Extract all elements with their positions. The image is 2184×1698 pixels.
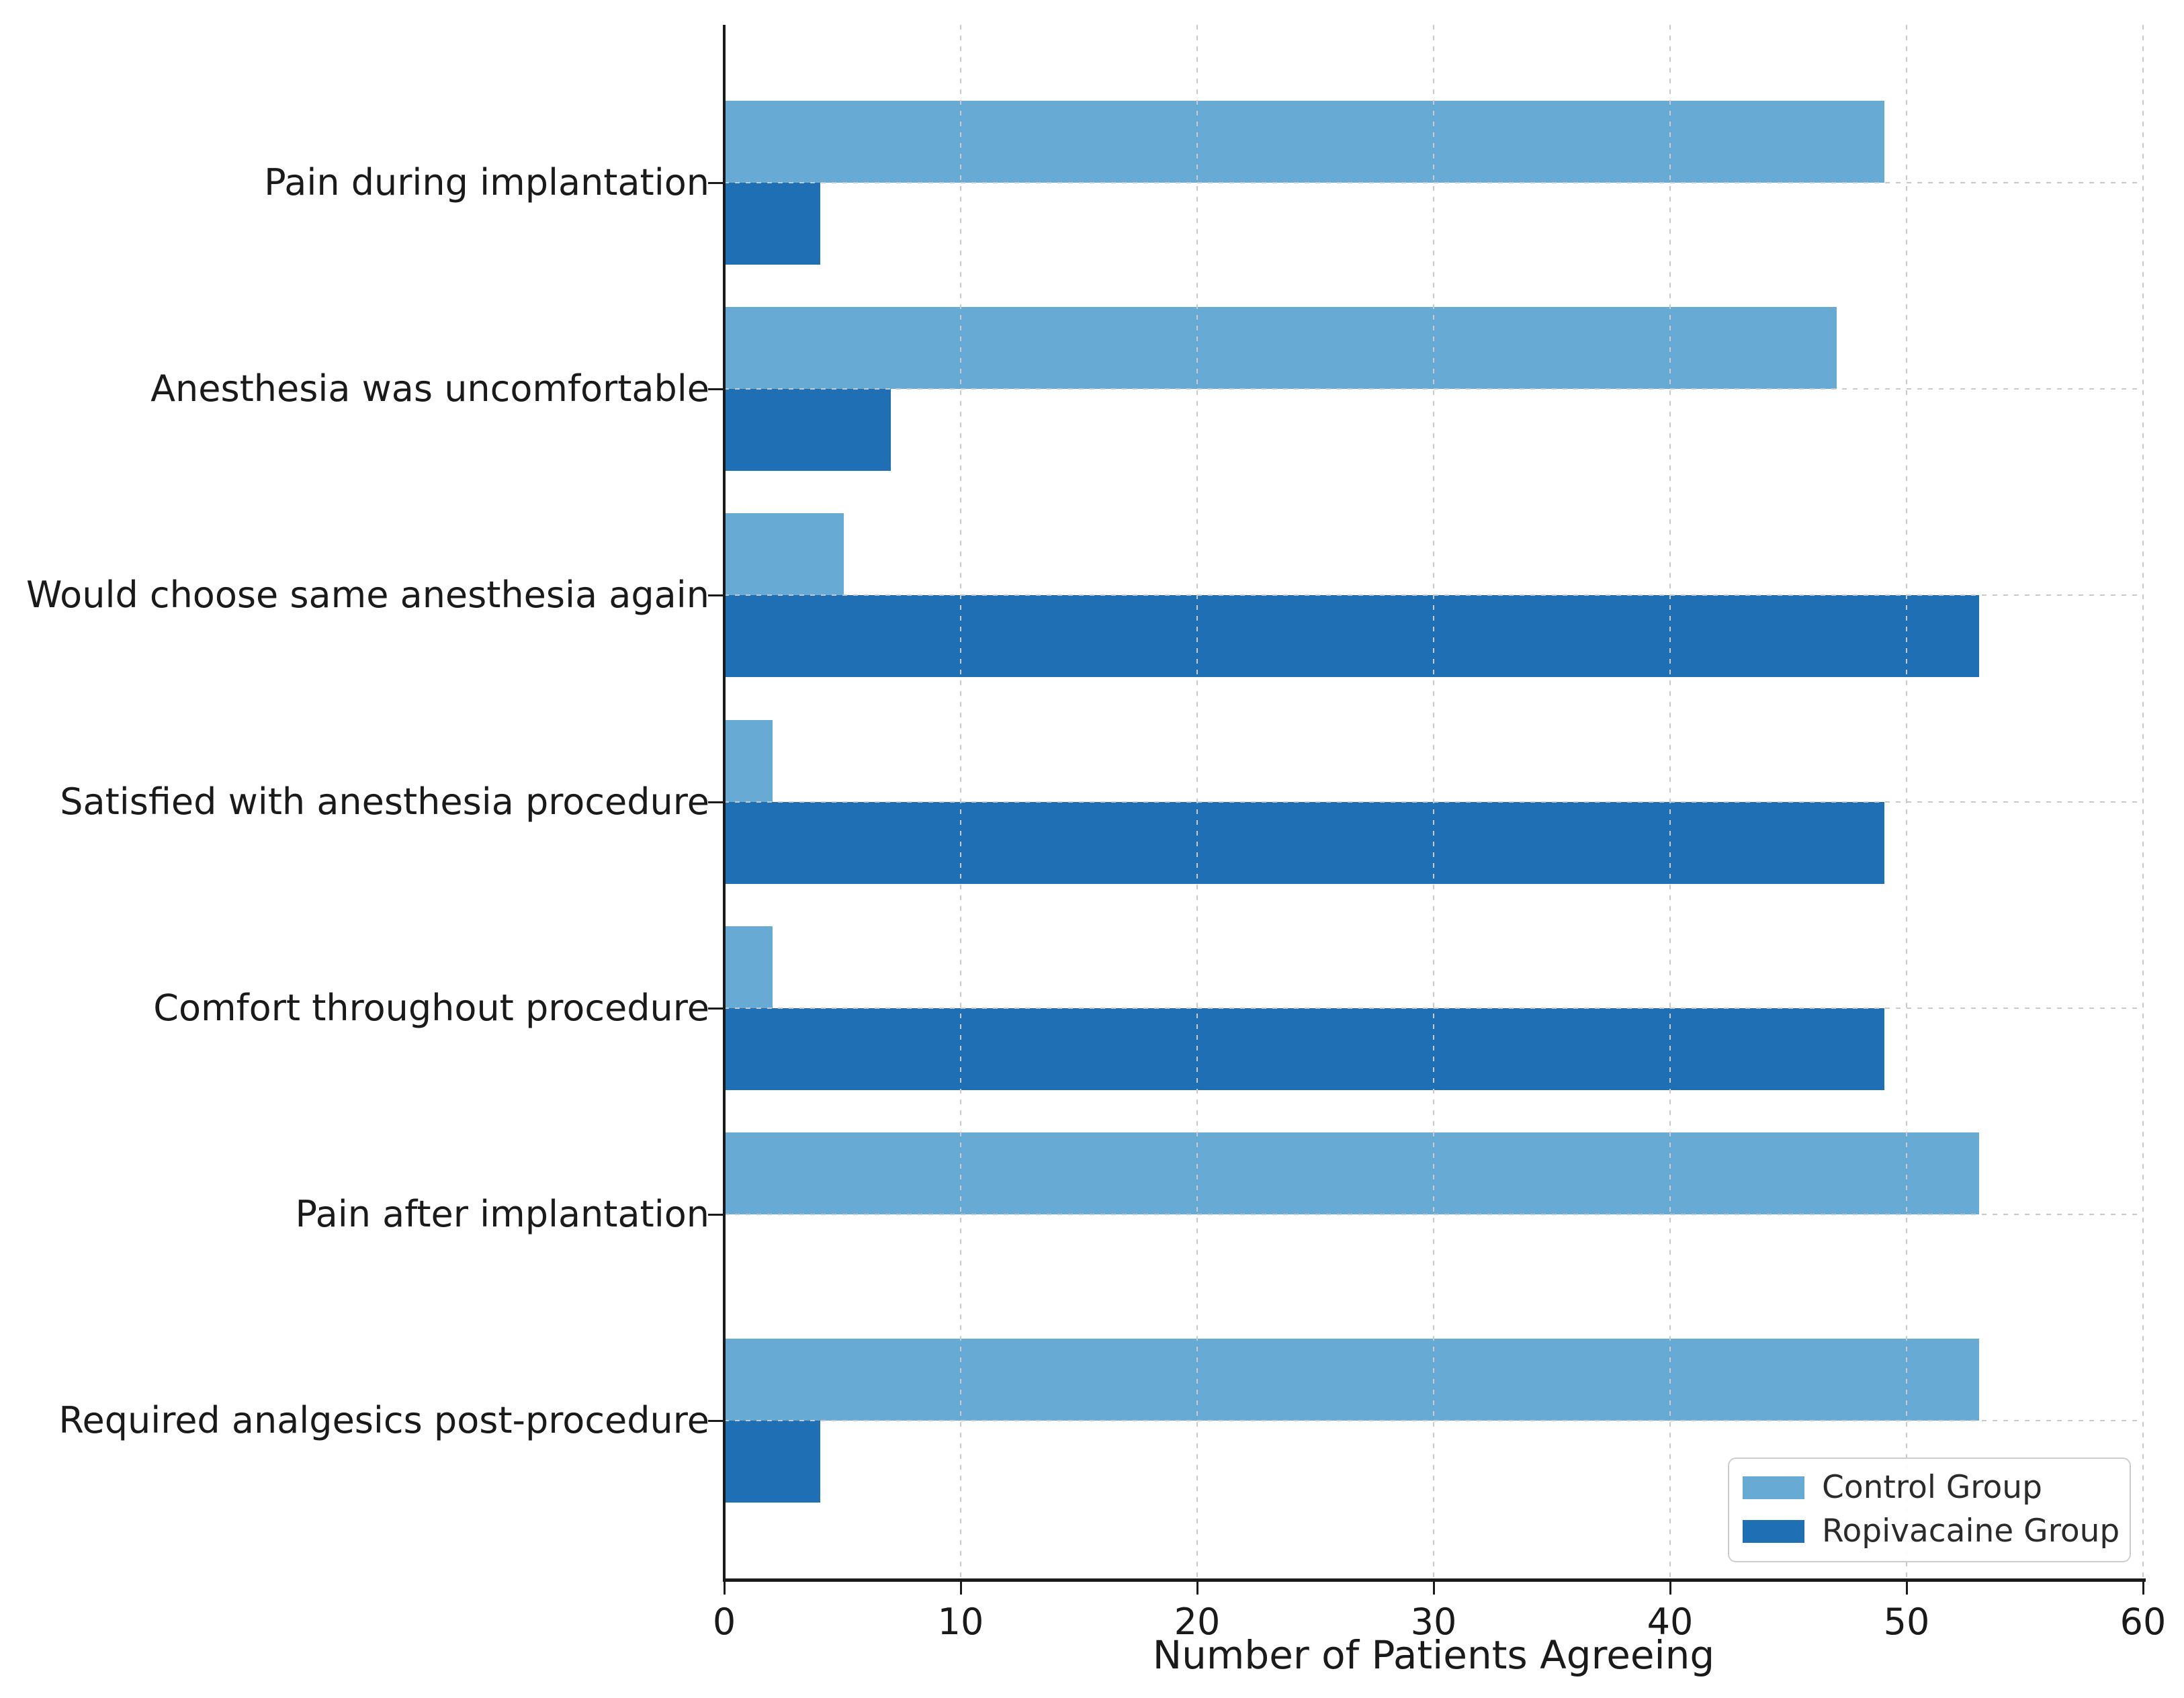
bar-ropivacaine	[726, 183, 820, 265]
legend-item-ropivacaine-group: Ropivacaine Group	[1743, 1513, 2130, 1550]
x-tick-label-0: 0	[712, 1601, 736, 1643]
bar-control	[726, 720, 773, 802]
gridline-x-60	[2142, 25, 2144, 1578]
gridline-row-2	[724, 594, 2143, 596]
y-category-label: Required analgesics post-procedure	[58, 1399, 709, 1441]
legend-swatch-control-group	[1743, 1476, 1804, 1499]
y-tick-mark-2	[708, 594, 724, 596]
x-axis-title: Number of Patients Agreeing	[1152, 1632, 1715, 1678]
y-category-label: Pain after implantation	[295, 1193, 709, 1235]
x-tick-mark-40	[1669, 1578, 1671, 1595]
x-tick-mark-0	[724, 1578, 726, 1595]
legend-swatch-ropivacaine-group	[1743, 1519, 1804, 1543]
gridline-row-0	[724, 182, 2143, 183]
bar-control	[726, 307, 1837, 389]
y-category-label: Would choose same anesthesia again	[26, 574, 709, 616]
y-tick-mark-5	[708, 1214, 724, 1216]
y-category-label: Comfort throughout procedure	[153, 987, 709, 1029]
bar-ropivacaine	[726, 1421, 820, 1503]
x-tick-mark-60	[2142, 1578, 2144, 1595]
x-tick-label-20: 20	[1174, 1601, 1221, 1643]
x-tick-label-50: 50	[1883, 1601, 1930, 1643]
legend-label-ropivacaine-group: Ropivacaine Group	[1822, 1513, 2120, 1550]
gridline-row-5	[724, 1214, 2143, 1215]
bar-control	[726, 513, 844, 595]
x-tick-mark-50	[1906, 1578, 1908, 1595]
x-tick-label-30: 30	[1410, 1601, 1457, 1643]
bar-ropivacaine	[726, 1008, 1884, 1090]
y-tick-mark-0	[708, 182, 724, 184]
gridline-row-1	[724, 388, 2143, 390]
legend-item-control-group: Control Group	[1743, 1469, 2130, 1506]
x-tick-label-60: 60	[2120, 1601, 2167, 1643]
gridline-row-4	[724, 1008, 2143, 1009]
legend-label-control-group: Control Group	[1822, 1469, 2042, 1506]
bar-ropivacaine	[726, 595, 1979, 677]
x-tick-mark-30	[1433, 1578, 1435, 1595]
y-category-label: Pain during implantation	[264, 161, 709, 204]
y-tick-mark-1	[708, 388, 724, 390]
legend: Control Group Ropivacaine Group	[1728, 1458, 2131, 1562]
y-tick-mark-4	[708, 1008, 724, 1010]
y-axis-spine	[723, 25, 726, 1580]
bar-control	[726, 101, 1884, 183]
gridline-row-3	[724, 801, 2143, 803]
y-tick-mark-3	[708, 801, 724, 803]
x-tick-label-10: 10	[937, 1601, 984, 1643]
bar-control	[726, 926, 773, 1008]
bar-control	[726, 1132, 1979, 1214]
gridline-row-6	[724, 1420, 2143, 1421]
y-tick-mark-6	[708, 1420, 724, 1422]
bar-ropivacaine	[726, 389, 891, 471]
x-tick-mark-20	[1196, 1578, 1198, 1595]
x-tick-mark-10	[960, 1578, 962, 1595]
bar-control	[726, 1339, 1979, 1421]
y-category-label: Satisfied with anesthesia procedure	[60, 780, 709, 823]
bar-ropivacaine	[726, 802, 1884, 884]
x-tick-label-40: 40	[1647, 1601, 1694, 1643]
y-category-label: Anesthesia was uncomfortable	[150, 367, 709, 410]
